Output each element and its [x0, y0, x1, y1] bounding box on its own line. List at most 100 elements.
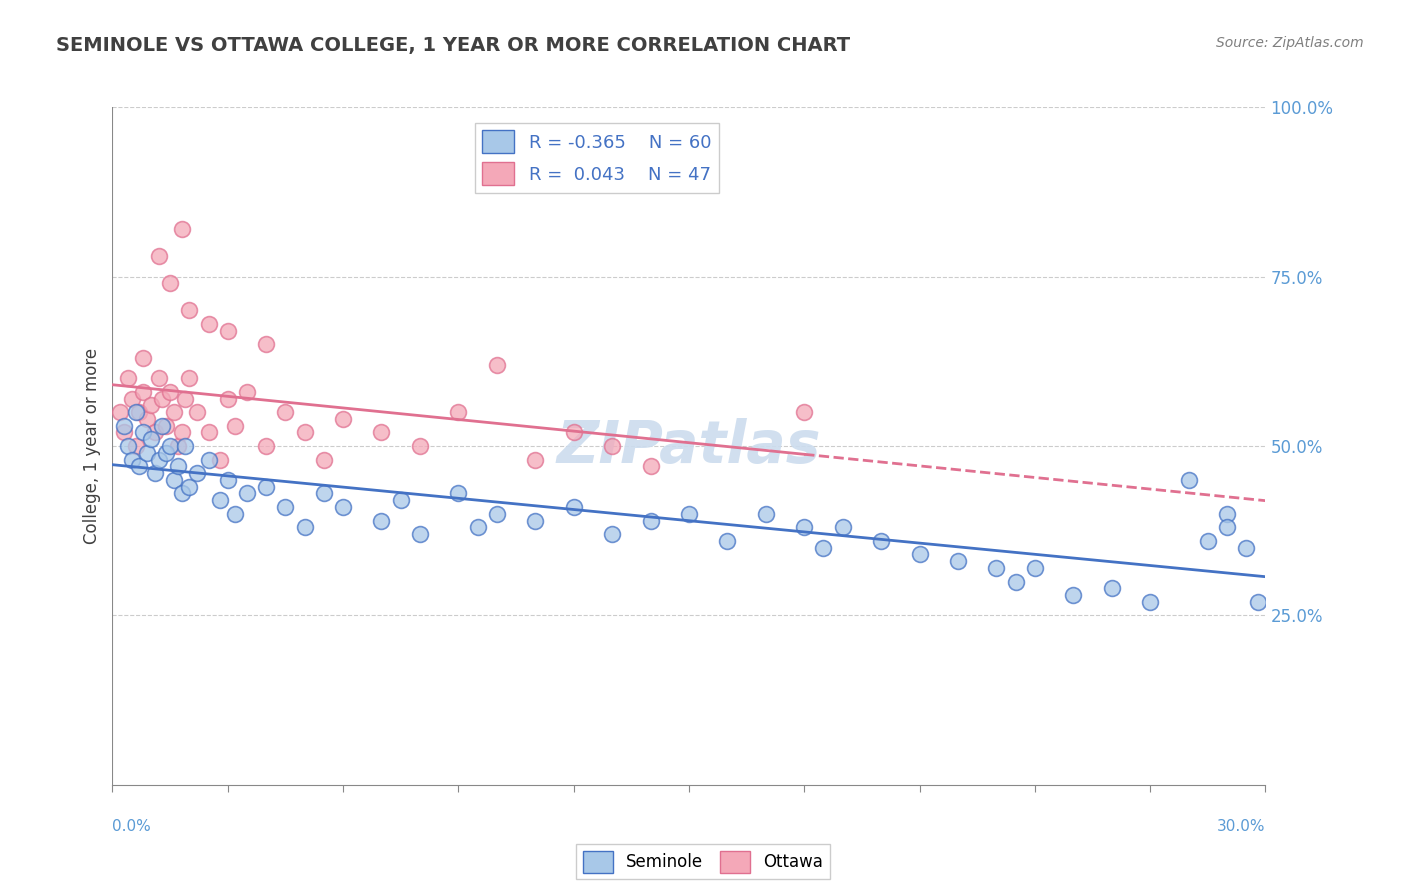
Point	[197, 317, 219, 331]
Point	[1216, 520, 1239, 534]
Point	[197, 452, 219, 467]
Point	[908, 548, 931, 562]
Point	[274, 405, 297, 419]
Text: Source: ZipAtlas.com: Source: ZipAtlas.com	[1216, 36, 1364, 50]
Point	[197, 425, 219, 440]
Point	[117, 371, 139, 385]
Point	[179, 303, 201, 318]
Point	[224, 507, 246, 521]
Legend: R = -0.365    N = 60, R =  0.043    N = 47: R = -0.365 N = 60, R = 0.043 N = 47	[475, 123, 718, 193]
Point	[124, 439, 146, 453]
Point	[312, 486, 335, 500]
Point	[159, 439, 181, 453]
Y-axis label: College, 1 year or more: College, 1 year or more	[83, 348, 101, 544]
Point	[600, 527, 623, 541]
Point	[224, 418, 246, 433]
Point	[870, 533, 893, 548]
Point	[1139, 595, 1161, 609]
Point	[1177, 473, 1199, 487]
Point	[217, 324, 239, 338]
Point	[148, 452, 170, 467]
Point	[370, 425, 392, 440]
Point	[166, 459, 188, 474]
Point	[562, 425, 585, 440]
Point	[793, 520, 815, 534]
Point	[389, 493, 412, 508]
Point	[159, 384, 181, 399]
Point	[209, 452, 232, 467]
Point	[370, 514, 392, 528]
Point	[447, 405, 470, 419]
Point	[143, 425, 166, 440]
Point	[124, 405, 146, 419]
Point	[174, 392, 197, 406]
Point	[163, 405, 186, 419]
Point	[136, 446, 159, 460]
Point	[136, 412, 159, 426]
Point	[678, 507, 700, 521]
Point	[813, 541, 835, 555]
Point	[132, 351, 155, 365]
Point	[946, 554, 969, 568]
Point	[447, 486, 470, 500]
Text: 30.0%: 30.0%	[1218, 819, 1265, 834]
Point	[121, 452, 143, 467]
Point	[312, 452, 335, 467]
Point	[274, 500, 297, 514]
Point	[1216, 507, 1239, 521]
Point	[217, 392, 239, 406]
Point	[132, 384, 155, 399]
Point	[209, 493, 232, 508]
Legend: Seminole, Ottawa: Seminole, Ottawa	[576, 845, 830, 880]
Point	[1197, 533, 1219, 548]
Point	[179, 371, 201, 385]
Point	[640, 514, 662, 528]
Point	[217, 473, 239, 487]
Text: SEMINOLE VS OTTAWA COLLEGE, 1 YEAR OR MORE CORRELATION CHART: SEMINOLE VS OTTAWA COLLEGE, 1 YEAR OR MO…	[56, 36, 851, 54]
Point	[236, 486, 259, 500]
Point	[170, 222, 193, 236]
Point	[163, 473, 186, 487]
Point	[524, 514, 547, 528]
Point	[254, 480, 277, 494]
Point	[986, 561, 1008, 575]
Point	[600, 439, 623, 453]
Point	[179, 480, 201, 494]
Point	[524, 452, 547, 467]
Point	[139, 432, 162, 446]
Point	[294, 425, 316, 440]
Point	[793, 405, 815, 419]
Point	[152, 392, 174, 406]
Point	[166, 439, 188, 453]
Text: 0.0%: 0.0%	[112, 819, 152, 834]
Point	[174, 439, 197, 453]
Point	[485, 507, 508, 521]
Point	[155, 418, 177, 433]
Point	[332, 412, 354, 426]
Point	[409, 527, 432, 541]
Point	[121, 392, 143, 406]
Point	[1062, 588, 1084, 602]
Point	[1004, 574, 1026, 589]
Point	[112, 425, 135, 440]
Point	[409, 439, 432, 453]
Point	[155, 446, 177, 460]
Point	[128, 459, 150, 474]
Point	[467, 520, 489, 534]
Point	[716, 533, 738, 548]
Point	[294, 520, 316, 534]
Point	[152, 418, 174, 433]
Point	[236, 384, 259, 399]
Point	[159, 277, 181, 291]
Point	[112, 418, 135, 433]
Point	[139, 398, 162, 412]
Text: ZIPatlas: ZIPatlas	[557, 417, 821, 475]
Point	[755, 507, 778, 521]
Point	[254, 439, 277, 453]
Point	[640, 459, 662, 474]
Point	[170, 425, 193, 440]
Point	[485, 358, 508, 372]
Point	[1234, 541, 1257, 555]
Point	[254, 337, 277, 351]
Point	[132, 425, 155, 440]
